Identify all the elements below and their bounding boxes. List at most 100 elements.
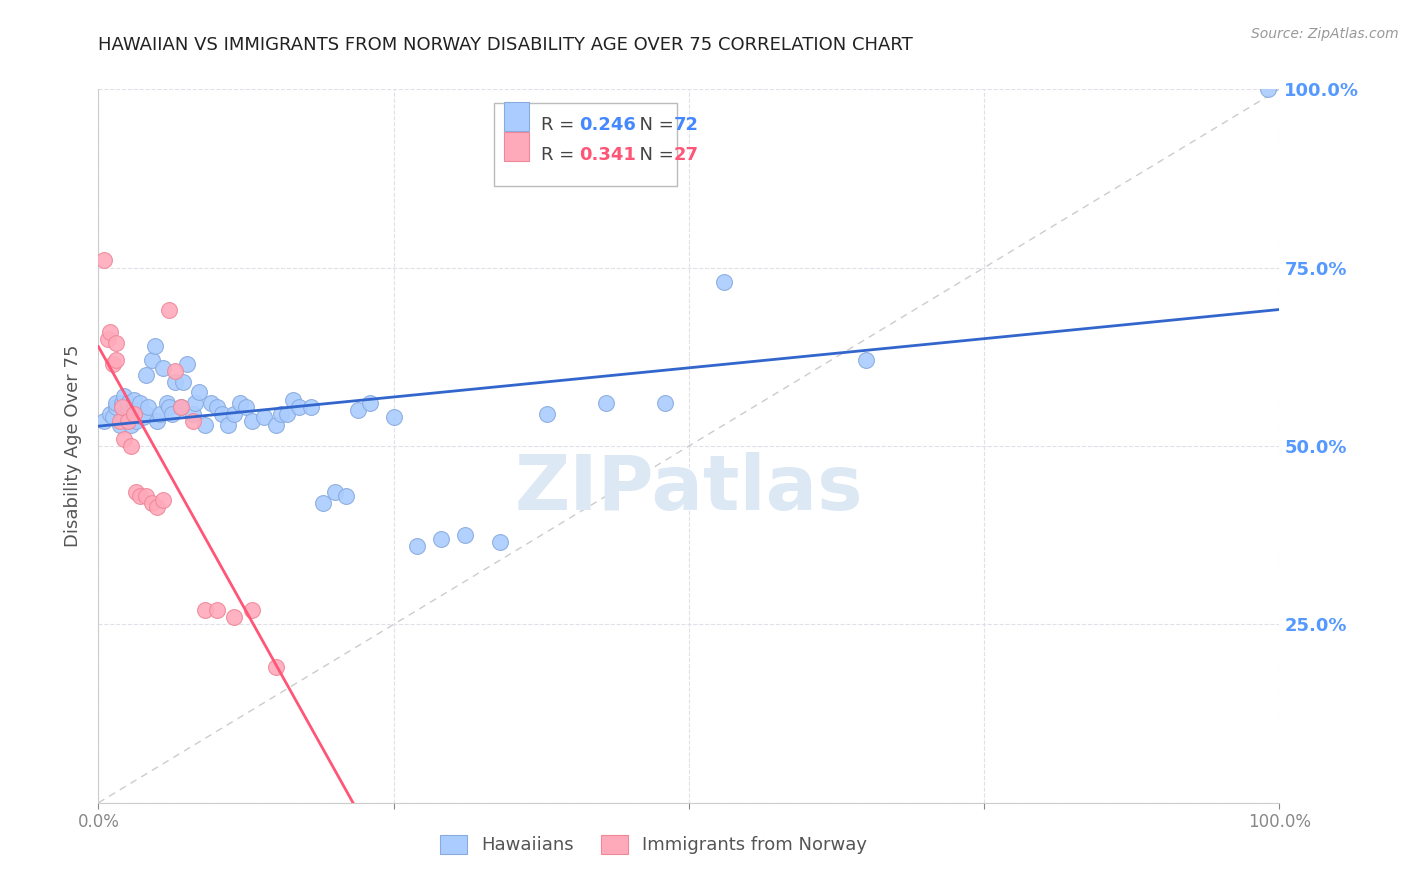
Text: Source: ZipAtlas.com: Source: ZipAtlas.com (1251, 27, 1399, 41)
Point (146, 414, 169, 428)
Point (105, 335, 128, 350)
Text: 0.246: 0.246 (579, 116, 636, 135)
Point (172, 375, 194, 389)
Point (125, 414, 148, 428)
Point (141, 496, 163, 510)
Text: HAWAIIAN VS IMMIGRANTS FROM NORWAY DISABILITY AGE OVER 75 CORRELATION CHART: HAWAIIAN VS IMMIGRANTS FROM NORWAY DISAB… (98, 36, 912, 54)
Point (122, 392, 145, 407)
Point (105, 353, 128, 368)
Point (382, 410, 405, 425)
Text: N =: N = (627, 116, 679, 135)
Point (184, 396, 207, 410)
Point (713, 275, 735, 289)
Bar (503, 132, 530, 161)
Point (152, 360, 174, 375)
Point (181, 414, 204, 428)
Point (205, 400, 228, 414)
Point (156, 396, 179, 410)
Text: R =: R = (541, 146, 581, 164)
Point (335, 489, 357, 503)
FancyBboxPatch shape (494, 103, 678, 186)
Point (323, 485, 346, 500)
Point (299, 400, 322, 414)
Point (224, 407, 246, 421)
Point (205, 603, 228, 617)
Point (117, 396, 139, 410)
Point (194, 417, 217, 432)
Point (312, 496, 335, 510)
Point (108, 414, 131, 428)
Point (93, 253, 115, 268)
Point (264, 417, 287, 432)
Point (125, 485, 148, 500)
Legend: Hawaiians, Immigrants from Norway: Hawaiians, Immigrants from Norway (433, 828, 875, 862)
Point (264, 660, 287, 674)
Point (270, 407, 292, 421)
Point (135, 407, 157, 421)
Point (98, 407, 121, 421)
Point (1257, 82, 1279, 96)
Point (276, 407, 298, 421)
Point (160, 407, 183, 421)
Point (240, 603, 263, 617)
Point (132, 410, 155, 425)
Point (128, 489, 150, 503)
Point (283, 392, 305, 407)
Point (176, 357, 198, 371)
Point (146, 500, 169, 514)
Point (200, 396, 222, 410)
Point (125, 407, 148, 421)
Point (112, 432, 135, 446)
Point (117, 414, 139, 428)
Point (135, 368, 157, 382)
Text: 27: 27 (673, 146, 699, 164)
Point (112, 410, 135, 425)
Point (121, 417, 143, 432)
Point (595, 396, 617, 410)
Point (108, 417, 131, 432)
Point (112, 389, 135, 403)
Point (165, 364, 187, 378)
Text: R =: R = (541, 116, 581, 135)
Point (122, 407, 145, 421)
Point (135, 489, 157, 503)
Point (141, 353, 163, 368)
Point (157, 303, 180, 318)
Point (157, 400, 180, 414)
Text: N =: N = (627, 146, 679, 164)
Point (359, 396, 381, 410)
Point (122, 407, 145, 421)
Point (93, 414, 115, 428)
Point (143, 339, 166, 353)
Text: 0.341: 0.341 (579, 146, 636, 164)
Point (453, 528, 475, 542)
Point (240, 414, 263, 428)
Point (211, 407, 233, 421)
Point (217, 417, 239, 432)
Point (111, 400, 134, 414)
Point (105, 400, 128, 414)
Point (536, 407, 558, 421)
Point (170, 400, 193, 414)
Point (117, 400, 139, 414)
Y-axis label: Disability Age Over 75: Disability Age Over 75 (65, 344, 83, 548)
Point (121, 439, 143, 453)
Point (149, 407, 172, 421)
Point (194, 603, 217, 617)
Point (152, 492, 174, 507)
Point (111, 396, 134, 410)
Point (128, 396, 150, 410)
Point (136, 400, 159, 414)
Point (181, 407, 204, 421)
Point (406, 539, 429, 553)
Point (165, 375, 187, 389)
Point (111, 400, 134, 414)
Text: 72: 72 (673, 116, 699, 135)
Point (489, 535, 512, 549)
Point (122, 400, 145, 414)
Point (253, 410, 276, 425)
Point (235, 400, 257, 414)
Point (101, 357, 124, 371)
Point (128, 403, 150, 417)
Point (224, 610, 246, 624)
